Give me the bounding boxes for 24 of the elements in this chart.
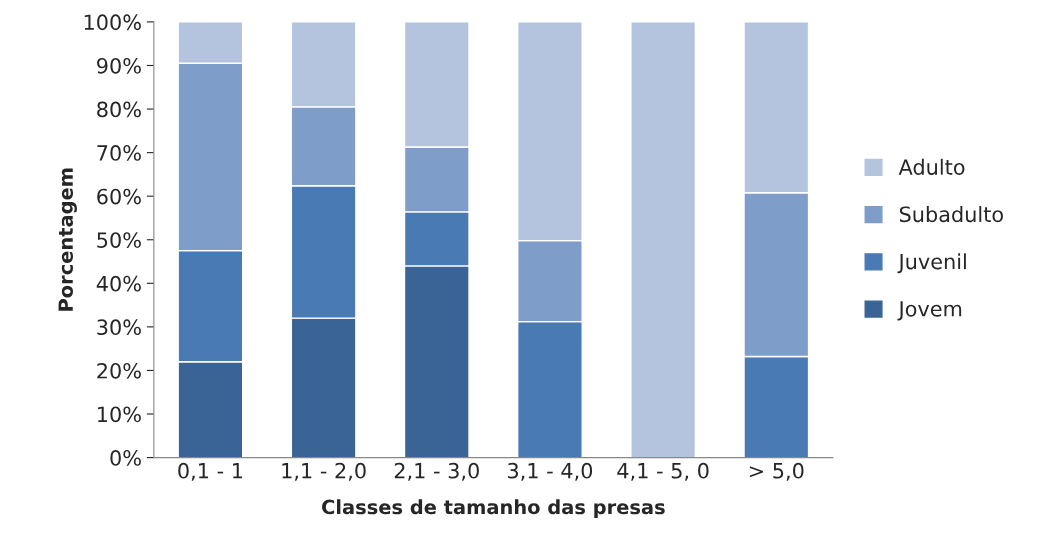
y-tick-label: 70%: [97, 145, 141, 161]
y-tick-label: 90%: [97, 57, 141, 74]
x-tick-label: 3,1 - 4,0: [508, 462, 593, 481]
y-tick-label: 20%: [97, 362, 141, 379]
y-tick-label: 50%: [97, 232, 141, 248]
legend-label: Jovem: [897, 301, 962, 321]
y-tick-label: 30%: [97, 319, 141, 336]
x-tick-label: 4,1 - 5, 0: [617, 462, 709, 481]
bar: [630, 21, 697, 458]
x-tick-label: > 5,0: [749, 462, 804, 481]
legend-label: Subadulto: [899, 206, 1003, 223]
y-tick-label: 0%: [110, 450, 141, 466]
x-tick-label: 0,1 - 1: [178, 462, 243, 481]
legend-label: Juvenil: [897, 253, 966, 274]
y-tick-label: 100%: [84, 14, 141, 31]
y-tick-label: 80%: [97, 101, 141, 118]
x-axis-title: Classes de tamanho das presas: [322, 499, 665, 519]
y-tick-label: 60%: [97, 188, 141, 205]
legend-label: Adulto: [898, 158, 965, 175]
y-axis-title: Porcentagem: [58, 168, 77, 311]
y-tick-label: 40%: [96, 275, 141, 292]
x-tick-label: 1,1 - 2,0: [282, 462, 366, 481]
y-tick-label: 10%: [98, 406, 141, 423]
x-tick-label: 2,1 - 3,0: [394, 462, 479, 481]
